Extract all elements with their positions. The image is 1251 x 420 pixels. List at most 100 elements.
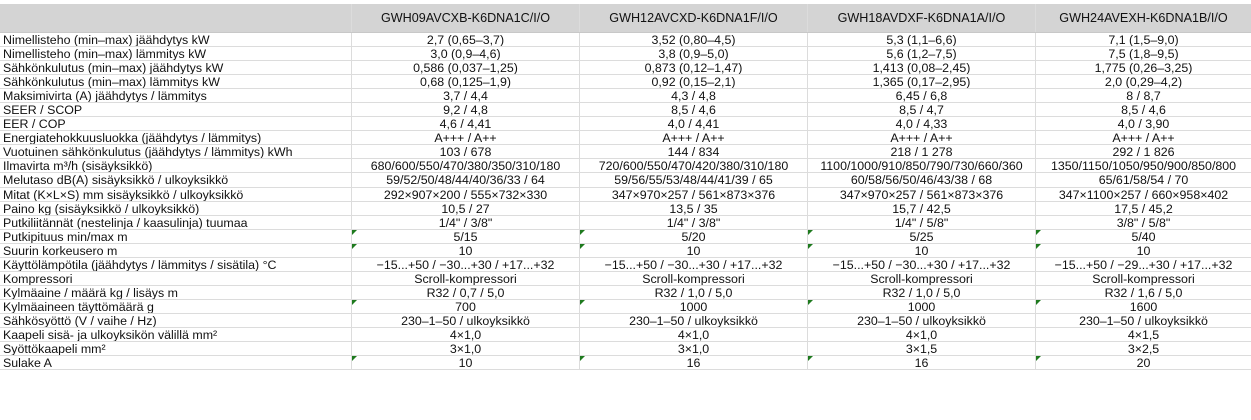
column-header-model[interactable]: GWH09AVCXB-K6DNA1C/I/O bbox=[352, 4, 580, 32]
value-cell[interactable]: 16 bbox=[580, 356, 808, 370]
value-cell[interactable]: 230–1–50 / ulkoyksikkö bbox=[808, 313, 1036, 327]
column-header-model[interactable]: GWH12AVCXD-K6DNA1F/I/O bbox=[580, 4, 808, 32]
value-cell[interactable]: Scroll-kompressori bbox=[1036, 272, 1251, 285]
row-label-cell[interactable]: Putkiliitännät (nestelinja / kaasulinja)… bbox=[0, 215, 352, 229]
value-cell[interactable]: 3×1,5 bbox=[808, 342, 1036, 356]
value-cell[interactable]: 1350/1150/1050/950/900/850/800 bbox=[1036, 159, 1251, 172]
row-label-cell[interactable]: Mitat (K×L×S) mm sisäyksikkö / ulkoyksik… bbox=[0, 187, 352, 201]
value-cell[interactable]: 5,3 (1,1–6,6) bbox=[808, 33, 1036, 47]
value-cell[interactable]: Scroll-kompressori bbox=[580, 271, 808, 285]
value-cell[interactable]: R32 / 1,0 / 5,0 bbox=[808, 285, 1036, 299]
row-label-cell[interactable]: Ilmavirta m³/h (sisäyksikkö) bbox=[0, 159, 352, 173]
value-cell[interactable]: 59/56/55/53/48/44/41/39 / 65 bbox=[580, 173, 808, 187]
value-cell[interactable]: A+++ / A++ bbox=[1036, 131, 1251, 144]
row-label-cell[interactable]: Melutaso dB(A) sisäyksikkö / ulkoyksikkö bbox=[0, 173, 352, 187]
row-label-cell[interactable]: Kylmäaine / määrä kg / lisäys m bbox=[0, 285, 352, 299]
value-cell[interactable]: 0,873 (0,12–1,47) bbox=[580, 61, 808, 75]
row-label-cell[interactable]: Sulake A bbox=[0, 356, 352, 370]
value-cell[interactable]: 1,365 (0,17–2,95) bbox=[808, 75, 1036, 89]
value-cell[interactable]: 4,0 / 4,41 bbox=[580, 117, 808, 131]
value-cell[interactable]: 10 bbox=[580, 243, 808, 257]
row-label-cell[interactable]: Nimellisteho (min–max) lämmitys kW bbox=[0, 47, 352, 61]
value-cell[interactable]: 4,0 / 4,33 bbox=[808, 117, 1036, 131]
value-cell[interactable]: 17,5 / 45,2 bbox=[1036, 202, 1251, 215]
row-label-cell[interactable]: Vuotuinen sähkönkulutus (jäähdytys / läm… bbox=[0, 145, 352, 159]
value-cell[interactable]: 4×1,0 bbox=[808, 327, 1036, 342]
value-cell[interactable]: 65/61/58/54 / 70 bbox=[1036, 173, 1251, 186]
value-cell[interactable]: 8,5 / 4,7 bbox=[808, 103, 1036, 117]
row-label-cell[interactable]: Kaapeli sisä- ja ulkoyksikön välillä mm² bbox=[0, 327, 352, 342]
value-cell[interactable]: 5/25 bbox=[808, 229, 1036, 243]
value-cell[interactable]: 5/40 bbox=[1036, 229, 1251, 243]
value-cell[interactable]: 700 bbox=[352, 299, 580, 313]
row-label-cell[interactable]: EER / COP bbox=[0, 117, 352, 131]
value-cell[interactable]: 4,0 / 3,90 bbox=[1036, 117, 1251, 130]
value-cell[interactable]: 103 / 678 bbox=[352, 145, 580, 159]
row-label-cell[interactable]: SEER / SCOP bbox=[0, 103, 352, 117]
value-cell[interactable]: 3,0 (0,9–4,6) bbox=[352, 47, 580, 61]
value-cell[interactable]: R32 / 1,6 / 5,0 bbox=[1036, 286, 1251, 299]
value-cell[interactable]: 1000 bbox=[580, 299, 808, 313]
value-cell[interactable]: −15...+50 / −29...+30 / +17...+32 bbox=[1036, 258, 1251, 271]
header-corner-cell[interactable] bbox=[0, 4, 352, 32]
row-label-cell[interactable]: Kompressori bbox=[0, 271, 352, 285]
row-label-cell[interactable]: Suurin korkeusero m bbox=[0, 243, 352, 257]
value-cell[interactable]: R32 / 1,0 / 5,0 bbox=[580, 285, 808, 299]
value-cell[interactable]: Scroll-kompressori bbox=[808, 271, 1036, 285]
value-cell[interactable]: 60/58/56/50/46/43/38 / 68 bbox=[808, 173, 1036, 187]
value-cell[interactable]: 1600 bbox=[1036, 299, 1251, 313]
value-cell[interactable]: −15...+50 / −30...+30 / +17...+32 bbox=[808, 257, 1036, 271]
row-label-cell[interactable]: Sähkönkulutus (min–max) lämmitys kW bbox=[0, 75, 352, 89]
value-cell[interactable]: 13,5 / 35 bbox=[580, 201, 808, 215]
value-cell[interactable]: 8,5 / 4,6 bbox=[1036, 103, 1251, 116]
value-cell[interactable]: 347×1100×257 / 660×958×402 bbox=[1036, 188, 1251, 201]
value-cell[interactable]: 0,92 (0,15–2,1) bbox=[580, 75, 808, 89]
value-cell[interactable]: 20 bbox=[1036, 356, 1251, 369]
value-cell[interactable]: 3,52 (0,80–4,5) bbox=[580, 33, 808, 47]
value-cell[interactable]: 10 bbox=[1036, 243, 1251, 257]
column-header-model[interactable]: GWH18AVDXF-K6DNA1A/I/O bbox=[808, 4, 1036, 32]
value-cell[interactable]: 0,68 (0,125–1,9) bbox=[352, 75, 580, 89]
value-cell[interactable]: 15,7 / 42,5 bbox=[808, 201, 1036, 215]
value-cell[interactable]: 3×1,0 bbox=[580, 342, 808, 356]
value-cell[interactable]: 1,775 (0,26–3,25) bbox=[1036, 61, 1251, 74]
value-cell[interactable]: 292×907×200 / 555×732×330 bbox=[352, 187, 580, 201]
value-cell[interactable]: −15...+50 / −30...+30 / +17...+32 bbox=[352, 257, 580, 271]
row-label-cell[interactable]: Nimellisteho (min–max) jäähdytys kW bbox=[0, 33, 352, 47]
value-cell[interactable]: 4,3 / 4,8 bbox=[580, 89, 808, 103]
row-label-cell[interactable]: Putkipituus min/max m bbox=[0, 229, 352, 243]
value-cell[interactable]: 5/15 bbox=[352, 229, 580, 243]
row-label-cell[interactable]: Sähkösyöttö (V / vaihe / Hz) bbox=[0, 313, 352, 327]
value-cell[interactable]: 1000 bbox=[808, 299, 1036, 313]
value-cell[interactable]: 7,1 (1,5–9,0) bbox=[1036, 33, 1251, 46]
row-label-cell[interactable]: Kylmäaineen täyttömäärä g bbox=[0, 299, 352, 313]
row-label-cell[interactable]: Energiatehokkuusluokka (jäähdytys / lämm… bbox=[0, 131, 352, 145]
value-cell[interactable]: 2,0 (0,29–4,2) bbox=[1036, 75, 1251, 88]
value-cell[interactable]: 1/4" / 3/8" bbox=[352, 215, 580, 229]
value-cell[interactable]: 59/52/50/48/44/40/36/33 / 64 bbox=[352, 173, 580, 187]
value-cell[interactable]: 230–1–50 / ulkoyksikkö bbox=[352, 313, 580, 327]
value-cell[interactable]: 10 bbox=[808, 243, 1036, 257]
column-header-model[interactable]: GWH24AVEXH-K6DNA1B/I/O bbox=[1036, 4, 1251, 32]
value-cell[interactable]: 144 / 834 bbox=[580, 145, 808, 159]
value-cell[interactable]: 3×2,5 bbox=[1036, 342, 1251, 355]
value-cell[interactable]: 1,413 (0,08–2,45) bbox=[808, 61, 1036, 75]
value-cell[interactable]: 1/4" / 5/8" bbox=[808, 215, 1036, 229]
value-cell[interactable]: 3,7 / 4,4 bbox=[352, 89, 580, 103]
value-cell[interactable]: 230–1–50 / ulkoyksikkö bbox=[1036, 314, 1251, 327]
value-cell[interactable]: 3,8 (0,9–5,0) bbox=[580, 47, 808, 61]
value-cell[interactable]: R32 / 0,7 / 5,0 bbox=[352, 285, 580, 299]
value-cell[interactable]: 4×1,0 bbox=[580, 327, 808, 342]
value-cell[interactable]: 5/20 bbox=[580, 229, 808, 243]
value-cell[interactable]: 4×1,5 bbox=[1036, 328, 1251, 341]
value-cell[interactable]: 292 / 1 826 bbox=[1036, 145, 1251, 158]
value-cell[interactable]: A+++ / A++ bbox=[808, 131, 1036, 145]
value-cell[interactable]: 8,5 / 4,6 bbox=[580, 103, 808, 117]
value-cell[interactable]: 1100/1000/910/850/790/730/660/360 bbox=[808, 159, 1036, 173]
value-cell[interactable]: 0,586 (0,037–1,25) bbox=[352, 61, 580, 75]
row-label-cell[interactable]: Käyttölämpötila (jäähdytys / lämmitys / … bbox=[0, 257, 352, 271]
value-cell[interactable]: A+++ / A++ bbox=[352, 131, 580, 145]
row-label-cell[interactable]: Syöttökaapeli mm² bbox=[0, 342, 352, 356]
value-cell[interactable]: 2,7 (0,65–3,7) bbox=[352, 33, 580, 47]
value-cell[interactable]: 3×1,0 bbox=[352, 342, 580, 356]
